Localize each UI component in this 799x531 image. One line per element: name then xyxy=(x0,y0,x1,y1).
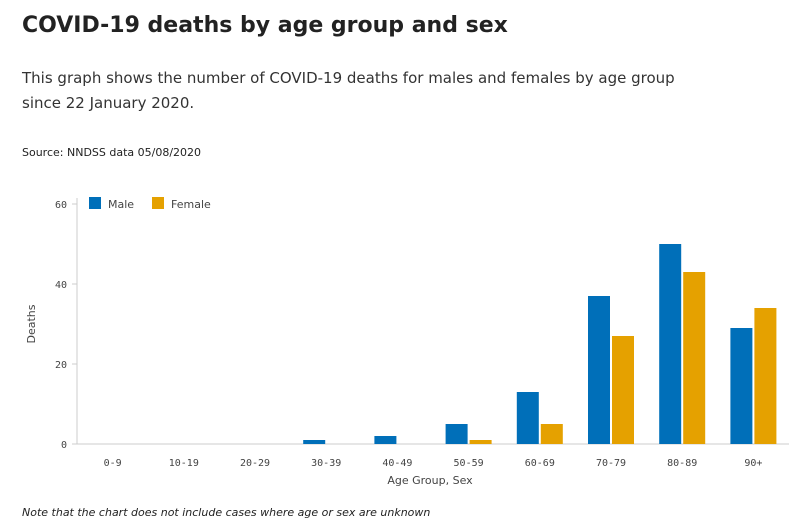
chart-legend: Male Female xyxy=(89,197,211,211)
bar-male-60-69 xyxy=(516,392,539,444)
bar-female-60-69 xyxy=(540,424,563,444)
x-tick-label: 80-89 xyxy=(667,458,697,469)
legend-label-male: Male xyxy=(108,198,134,211)
y-tick-label: 60 xyxy=(55,200,67,211)
x-axis-label: Age Group, Sex xyxy=(387,474,473,487)
bar-male-50-59 xyxy=(445,424,468,444)
data-source: Source: NNDSS data 05/08/2020 xyxy=(22,146,202,159)
bar-chart: 0 20 40 60 0-9 10-19 20-29 30-39 40-49 50-59 60-69… xyxy=(25,197,789,487)
bar-male-80-89 xyxy=(659,244,682,444)
x-tick-label: 90+ xyxy=(744,458,762,469)
legend-swatch-male xyxy=(89,197,101,209)
bar-male-90plus xyxy=(730,328,753,444)
chart-bars xyxy=(303,244,777,444)
legend-label-female: Female xyxy=(171,198,211,211)
legend-swatch-female xyxy=(152,197,164,209)
x-tick-label: 60-69 xyxy=(525,458,555,469)
x-tick-label: 30-39 xyxy=(311,458,341,469)
x-tick-label: 20-29 xyxy=(240,458,270,469)
x-tick-label: 50-59 xyxy=(454,458,484,469)
bar-male-40-49 xyxy=(374,436,397,444)
bar-female-80-89 xyxy=(683,272,706,444)
bar-female-70-79 xyxy=(612,336,634,444)
bar-female-90plus xyxy=(754,308,777,444)
y-axis-label: Deaths xyxy=(25,304,38,343)
y-tick-label: 40 xyxy=(55,280,67,291)
x-tick-label: 40-49 xyxy=(382,458,412,469)
bar-male-70-79 xyxy=(588,296,610,444)
bar-male-30-39 xyxy=(303,440,326,444)
footnote: Note that the chart does not include cas… xyxy=(22,506,431,519)
x-tick-label: 0-9 xyxy=(104,458,122,469)
y-tick-label: 0 xyxy=(61,440,67,451)
x-tick-label: 10-19 xyxy=(169,458,199,469)
x-tick-label: 70-79 xyxy=(596,458,626,469)
page-title: COVID-19 deaths by age group and sex xyxy=(22,13,508,38)
y-tick-label: 20 xyxy=(55,360,67,371)
bar-female-50-59 xyxy=(469,440,492,444)
chart-description: This graph shows the number of COVID-19 … xyxy=(22,69,675,112)
